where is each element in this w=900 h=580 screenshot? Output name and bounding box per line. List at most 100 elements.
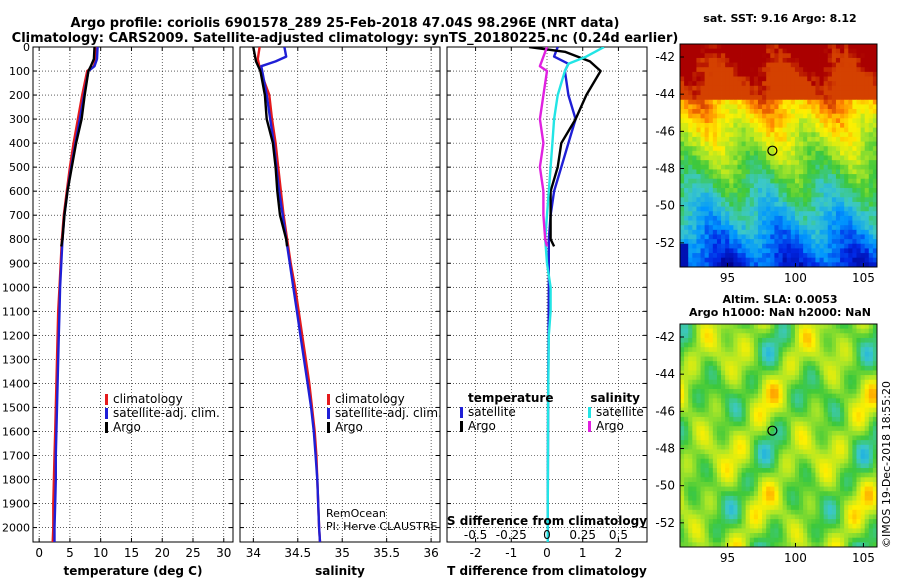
heatmap-cell <box>782 164 788 170</box>
heatmap-cell <box>823 402 829 409</box>
heatmap-cell <box>848 132 853 138</box>
heatmap-cell <box>778 542 783 548</box>
heatmap-cell <box>815 370 820 376</box>
heatmap-cell <box>774 379 779 385</box>
heatmap-cell <box>782 234 788 240</box>
heatmap-cell <box>716 257 722 263</box>
heatmap-cell <box>712 324 718 330</box>
heatmap-cell <box>840 361 845 367</box>
heatmap-cell <box>737 229 742 235</box>
heatmap-cell <box>729 239 734 245</box>
heatmap-cell <box>823 76 829 82</box>
heatmap-cell <box>749 178 755 184</box>
heatmap-cell <box>774 398 779 404</box>
heatmap-cell <box>872 95 878 101</box>
map-y-tick-label: -48 <box>655 442 675 456</box>
heatmap-cell <box>811 440 816 446</box>
heatmap-cell <box>725 109 730 115</box>
heatmap-cell <box>827 514 833 520</box>
heatmap-cell <box>811 174 816 180</box>
heatmap-cell <box>803 169 808 175</box>
heatmap-cell <box>700 407 706 413</box>
heatmap-cell <box>872 435 878 441</box>
heatmap-cell <box>700 472 706 478</box>
heatmap-cell <box>823 57 829 63</box>
heatmap-cell <box>872 481 878 488</box>
heatmap-cell <box>786 220 792 226</box>
heatmap-cell <box>840 342 845 348</box>
heatmap-cell <box>700 118 706 124</box>
heatmap-cell <box>868 197 874 203</box>
heatmap-cell <box>848 347 853 353</box>
heatmap-cell <box>692 57 697 63</box>
heatmap-cell <box>774 243 779 249</box>
heatmap-cell <box>716 430 722 436</box>
heatmap-cell <box>741 234 747 240</box>
heatmap-cell <box>782 458 788 464</box>
heatmap-cell <box>840 402 845 409</box>
heatmap-cell <box>774 188 779 194</box>
heatmap-cell <box>753 257 759 263</box>
heatmap-cell <box>823 519 829 525</box>
heatmap-cell <box>868 76 874 82</box>
heatmap-cell <box>856 57 861 63</box>
heatmap-cell <box>708 118 714 124</box>
heatmap-cell <box>860 351 866 357</box>
heatmap-cell <box>831 62 837 68</box>
heatmap-cell <box>770 188 775 194</box>
heatmap-cell <box>696 356 701 362</box>
heatmap-cell <box>848 468 853 474</box>
heatmap-cell <box>790 71 796 77</box>
heatmap-cell <box>803 229 808 235</box>
heatmap-cell <box>749 505 755 511</box>
heatmap-cell <box>684 220 689 226</box>
heatmap-cell <box>721 430 726 436</box>
heatmap-cell <box>757 178 763 184</box>
heatmap-cell <box>803 523 808 529</box>
heatmap-cell <box>856 416 861 422</box>
heatmap-cell <box>774 164 779 170</box>
heatmap-cell <box>688 174 693 180</box>
heatmap-cell <box>696 109 701 115</box>
heatmap-cell <box>844 398 849 404</box>
heatmap-cell <box>794 178 800 184</box>
heatmap-cell <box>815 491 820 497</box>
heatmap-cell <box>872 90 878 96</box>
heatmap-cell <box>872 533 878 539</box>
heatmap-cell <box>819 253 825 259</box>
heatmap-cell <box>753 384 759 390</box>
heatmap-cell <box>774 519 779 525</box>
heatmap-cell <box>741 537 747 543</box>
heatmap-cell <box>782 113 788 119</box>
heatmap-cell <box>762 393 767 399</box>
heatmap-cell <box>692 379 697 385</box>
heatmap-cell <box>716 48 722 54</box>
heatmap-cell <box>835 500 841 506</box>
heatmap-cell <box>700 468 706 474</box>
heatmap-cell <box>700 500 706 506</box>
heatmap-cell <box>844 449 849 455</box>
heatmap-cell <box>864 370 870 376</box>
heatmap-cell <box>807 342 812 348</box>
heatmap-cell <box>844 197 849 203</box>
heatmap-cell <box>716 211 722 217</box>
heatmap-cell <box>864 537 870 543</box>
heatmap-cell <box>852 99 857 105</box>
heatmap-cell <box>733 477 738 483</box>
heatmap-cell <box>696 81 701 87</box>
heatmap-cell <box>778 206 783 212</box>
heatmap-cell <box>737 253 742 259</box>
heatmap-cell <box>762 342 767 348</box>
heatmap-cell <box>864 421 870 427</box>
heatmap-cell <box>782 435 788 441</box>
heatmap-cell <box>712 85 718 91</box>
heatmap-cell <box>745 234 751 240</box>
heatmap-cell <box>835 379 841 385</box>
heatmap-cell <box>712 99 718 105</box>
heatmap-cell <box>757 365 763 371</box>
heatmap-cell <box>819 375 825 381</box>
heatmap-cell <box>757 62 763 68</box>
heatmap-cell <box>872 211 878 217</box>
heatmap-cell <box>708 257 714 263</box>
heatmap-cell <box>790 542 796 548</box>
